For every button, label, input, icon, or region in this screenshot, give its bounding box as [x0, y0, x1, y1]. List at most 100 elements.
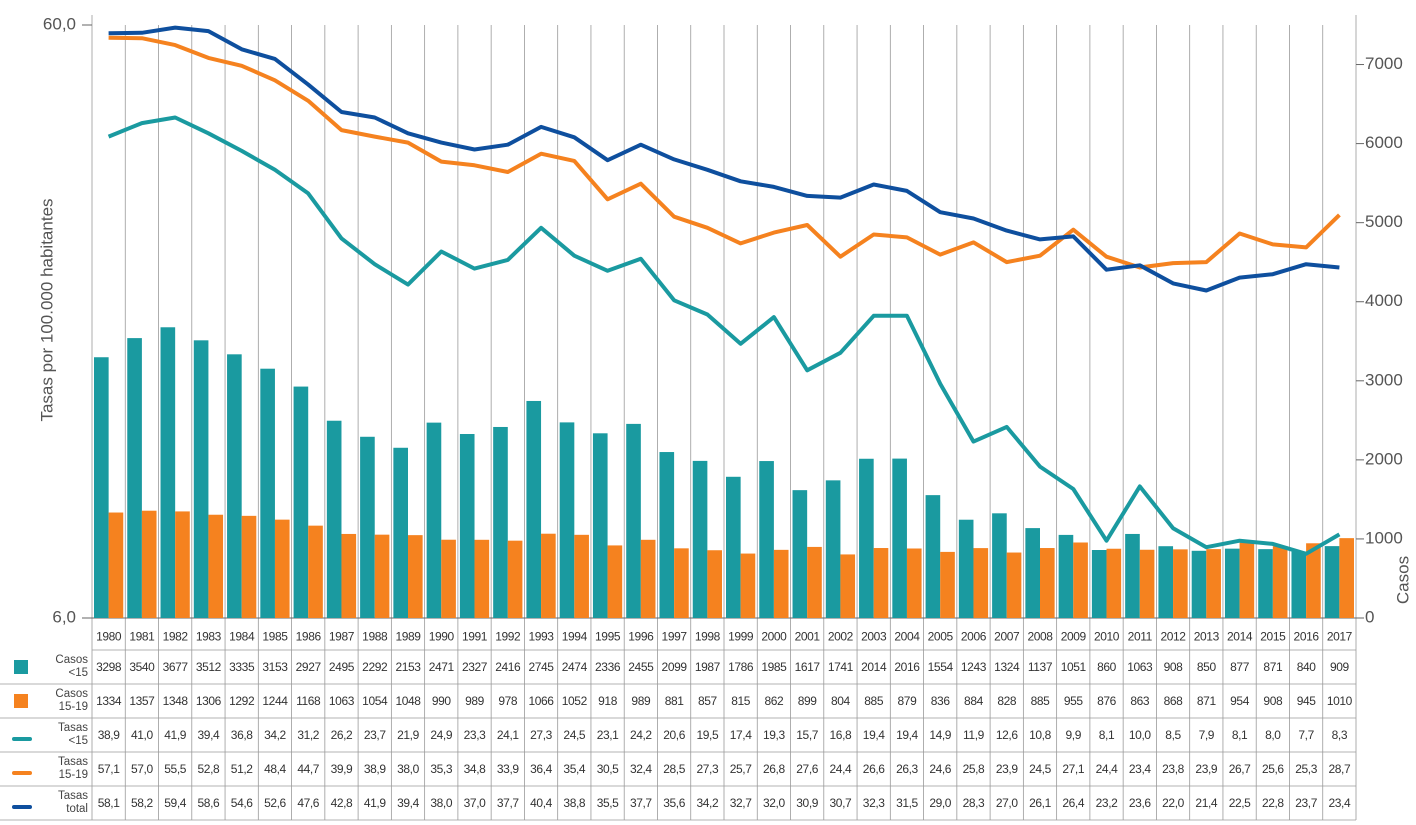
table-cell: 19,4	[863, 728, 885, 742]
legend-label: 15-19	[59, 701, 88, 713]
bar	[260, 368, 275, 618]
table-cell: 1741	[828, 660, 854, 674]
bar	[740, 553, 756, 618]
table-cell: 31,5	[896, 796, 918, 810]
table-cell: 2099	[662, 660, 688, 674]
x-tick-label: 2004	[894, 630, 920, 644]
table-cell: 857	[698, 694, 718, 708]
bar	[925, 495, 941, 618]
bar	[141, 510, 157, 618]
table-cell: 22,5	[1229, 796, 1251, 810]
table-cell: 2014	[861, 660, 887, 674]
table-cell: 1324	[994, 660, 1020, 674]
table-cell: 868	[1164, 694, 1184, 708]
table-cell: 871	[1263, 660, 1283, 674]
bar	[1158, 546, 1174, 618]
bar	[873, 548, 889, 618]
bar	[227, 354, 242, 618]
table-cell: 37,7	[630, 796, 652, 810]
table-cell: 30,9	[796, 796, 818, 810]
bar	[1106, 548, 1122, 618]
x-tick-label: 1990	[429, 630, 455, 644]
x-tick-label: 1993	[528, 630, 554, 644]
bar	[493, 426, 508, 618]
table-cell: 3540	[129, 660, 155, 674]
table-cell: 52,6	[264, 796, 286, 810]
y2-tick-label: 1000	[1365, 528, 1403, 547]
x-tick-label: 1992	[495, 630, 521, 644]
legend-label: Casos	[55, 688, 88, 700]
table-cell: 24,5	[1029, 762, 1051, 776]
bar	[726, 476, 741, 618]
table-cell: 1786	[728, 660, 754, 674]
table-cell: 23,8	[1162, 762, 1184, 776]
bar	[274, 519, 290, 618]
table-cell: 41,9	[164, 728, 186, 742]
table-cell: 48,4	[264, 762, 286, 776]
table-cell: 14,9	[929, 728, 951, 742]
bar	[1306, 543, 1321, 618]
table-cell: 59,4	[164, 796, 186, 810]
table-cell: 41,9	[364, 796, 386, 810]
table-cell: 840	[1297, 660, 1317, 674]
table-cell: 27,3	[696, 762, 718, 776]
table-cell: 38,9	[98, 728, 120, 742]
table-cell: 26,6	[863, 762, 885, 776]
table-cell: 1554	[928, 660, 954, 674]
table-cell: 26,4	[1062, 796, 1084, 810]
table-cell: 1063	[329, 694, 355, 708]
bar	[127, 338, 142, 618]
x-tick-label: 2015	[1260, 630, 1286, 644]
table-cell: 15,7	[796, 728, 818, 742]
table-cell: 24,5	[563, 728, 585, 742]
bar	[940, 551, 955, 618]
table-cell: 57,1	[98, 762, 120, 776]
legend-label: Tasas	[58, 790, 88, 802]
bar	[674, 548, 689, 618]
table-cell: 41,0	[131, 728, 153, 742]
table-cell: 23,2	[1096, 796, 1118, 810]
table-cell: 24,4	[830, 762, 852, 776]
table-cell: 1243	[961, 660, 987, 674]
table-cell: 8,1	[1232, 728, 1248, 742]
table-cell: 10,8	[1029, 728, 1051, 742]
table-cell: 25,8	[963, 762, 985, 776]
bar	[341, 533, 357, 618]
table-cell: 884	[964, 694, 984, 708]
bar	[840, 554, 856, 618]
table-cell: 32,7	[730, 796, 752, 810]
legend-label: 15-19	[59, 769, 88, 781]
table-cell: 978	[498, 694, 518, 708]
table-cell: 899	[798, 694, 818, 708]
table-cell: 24,1	[497, 728, 519, 742]
table-cell: 2455	[628, 660, 654, 674]
table-cell: 2336	[595, 660, 621, 674]
x-tick-label: 1999	[728, 630, 754, 644]
legend-label: <15	[68, 735, 88, 747]
table-cell: 24,9	[430, 728, 452, 742]
table-cell: 2745	[528, 660, 554, 674]
table-cell: 37,7	[497, 796, 519, 810]
table-cell: 2927	[296, 660, 322, 674]
table-cell: 58,6	[198, 796, 220, 810]
bar	[474, 539, 490, 618]
legend-swatch	[14, 660, 28, 674]
table-cell: 21,4	[1195, 796, 1217, 810]
x-tick-label: 1987	[329, 630, 355, 644]
bar	[1291, 551, 1307, 618]
bar	[807, 546, 822, 618]
legend-label: Tasas	[58, 756, 88, 768]
table-cell: 25,6	[1262, 762, 1284, 776]
table-cell: 22,8	[1262, 796, 1284, 810]
bar	[640, 539, 656, 618]
table-cell: 23,4	[1129, 762, 1151, 776]
table-cell: 34,2	[264, 728, 286, 742]
bar	[659, 452, 675, 618]
table-cell: 1985	[761, 660, 787, 674]
table-cell: 31,2	[297, 728, 319, 742]
x-tick-label: 2016	[1294, 630, 1320, 644]
bar	[160, 327, 176, 618]
table-cell: 989	[631, 694, 651, 708]
table-cell: 23,4	[1328, 796, 1350, 810]
